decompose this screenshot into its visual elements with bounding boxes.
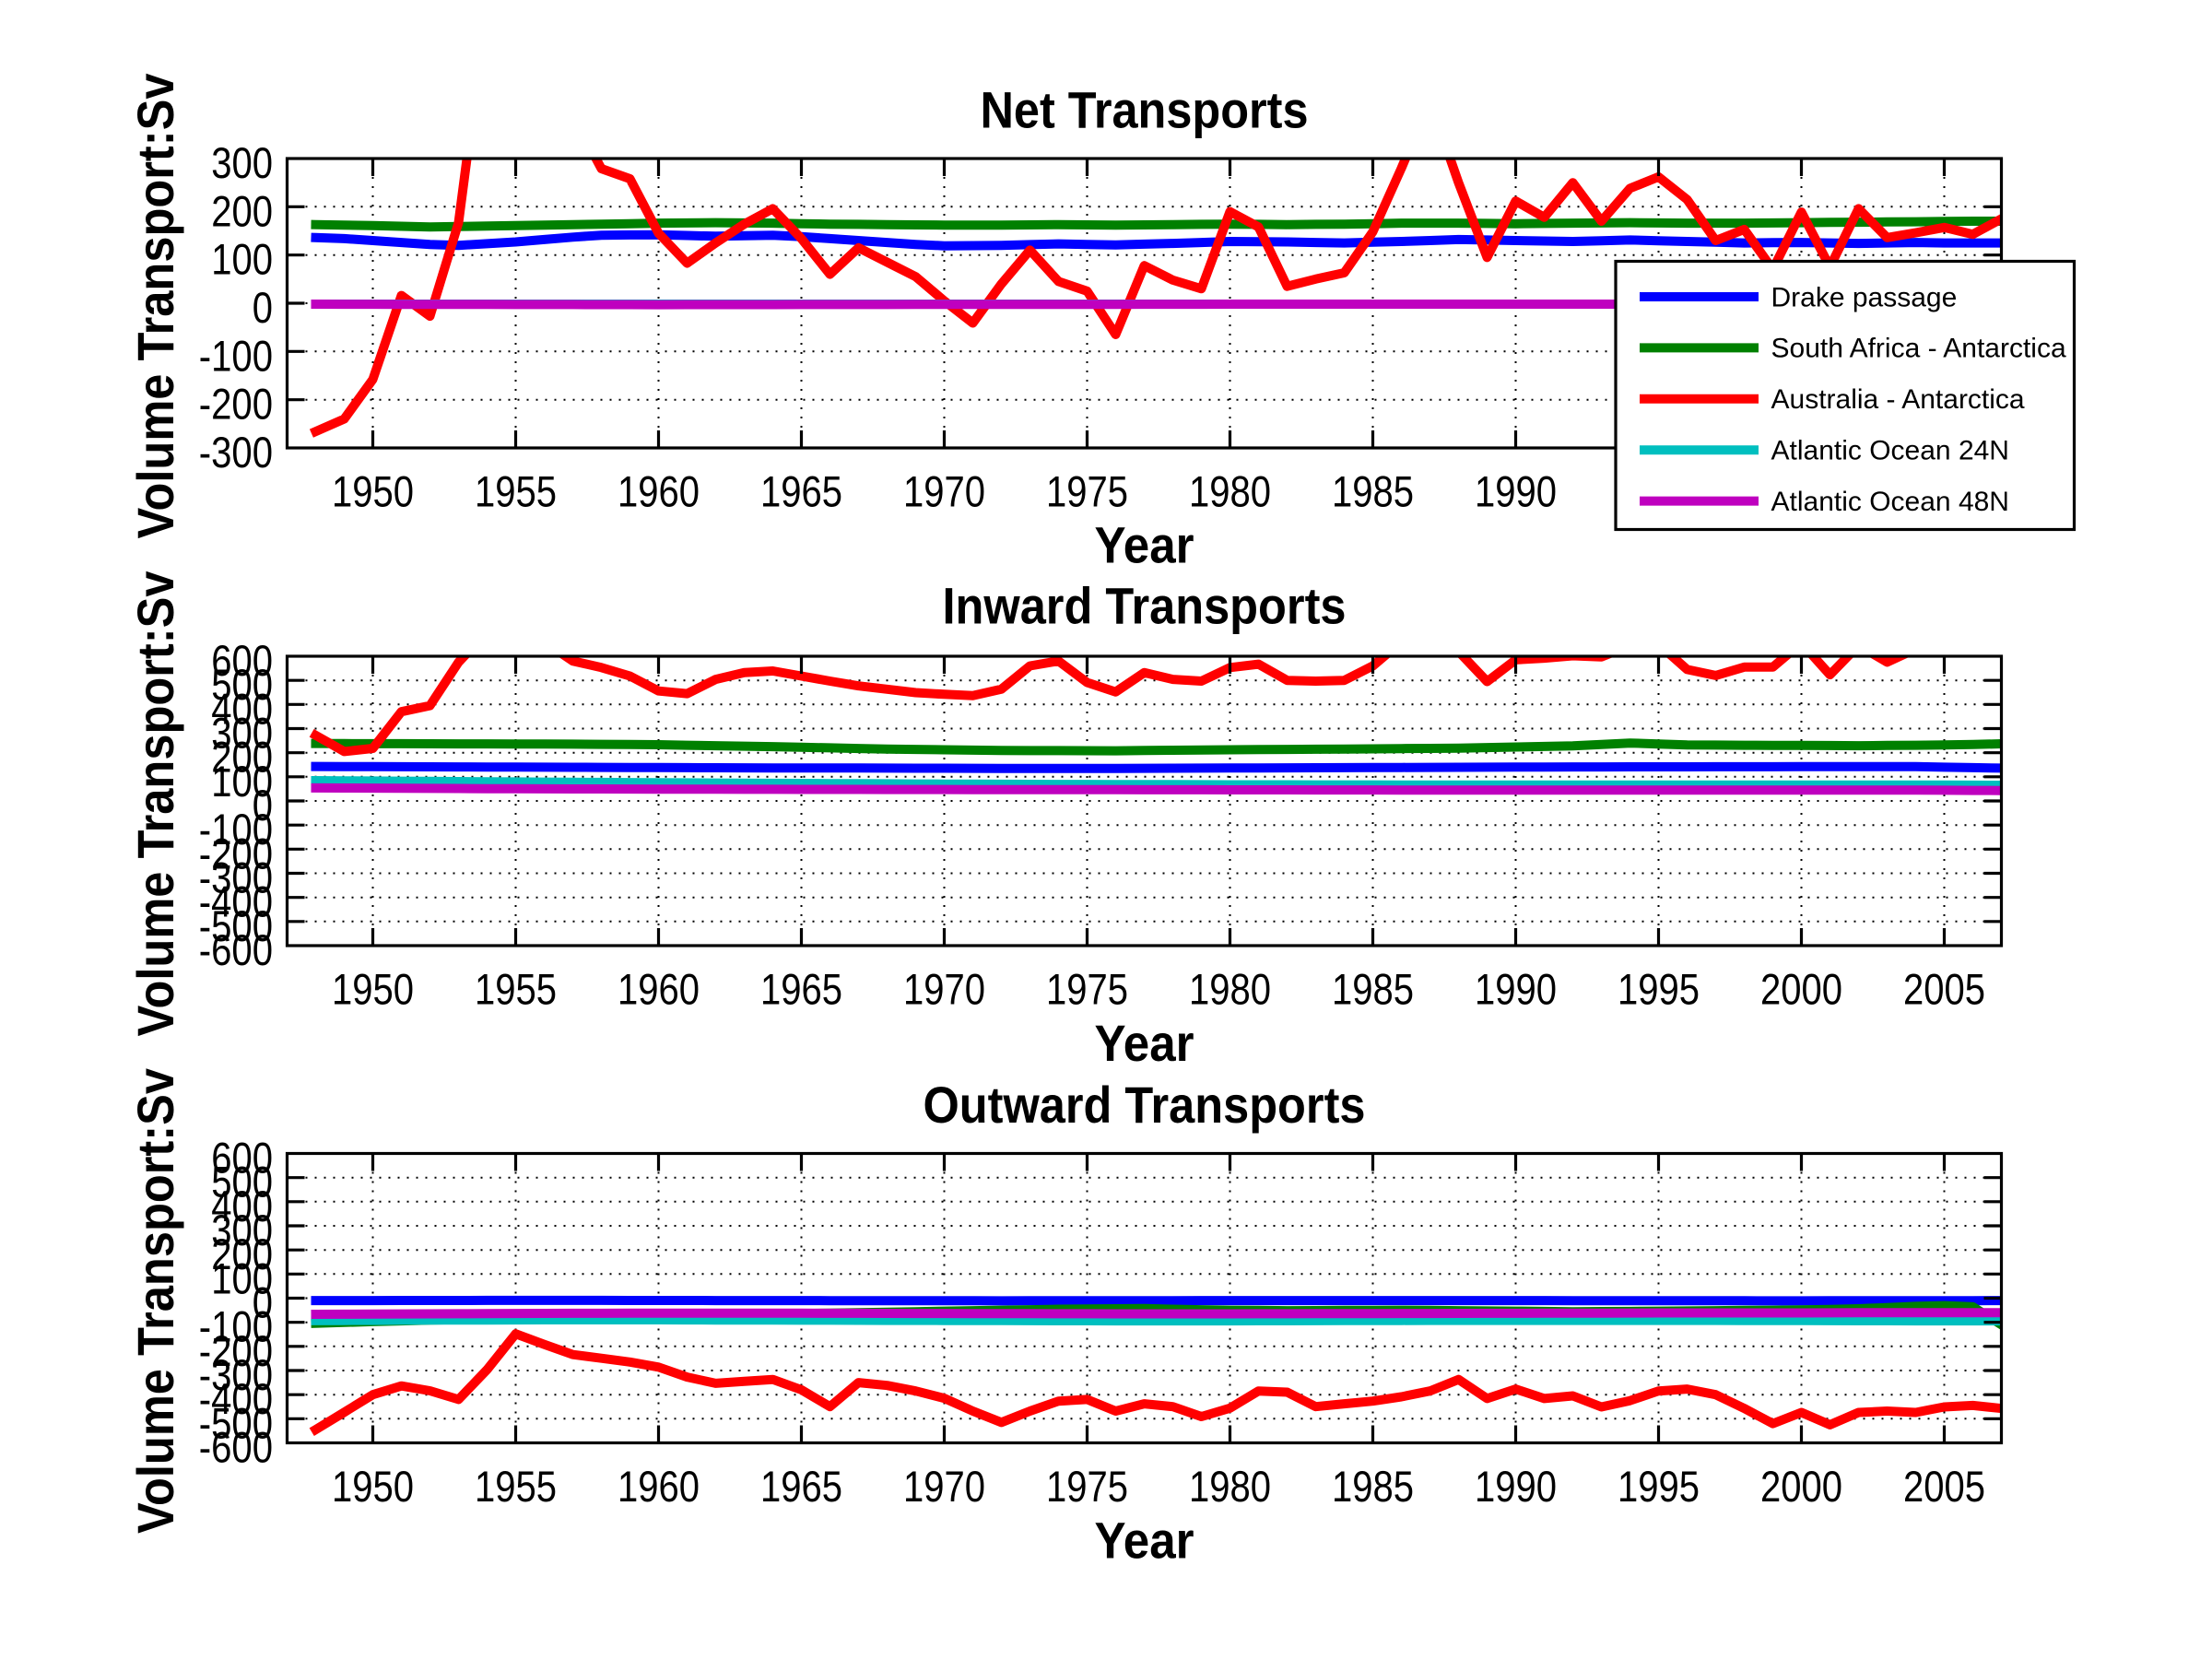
svg-text:Volume Transport:Sv: Volume Transport:Sv [126, 571, 184, 1037]
svg-text:1990: 1990 [1475, 965, 1557, 1014]
svg-text:1960: 1960 [618, 1462, 700, 1511]
svg-text:1990: 1990 [1475, 1462, 1557, 1511]
svg-text:100: 100 [211, 757, 273, 806]
svg-text:0: 0 [253, 283, 273, 332]
svg-text:1960: 1960 [618, 965, 700, 1014]
svg-text:-500: -500 [199, 901, 273, 950]
svg-text:200: 200 [211, 1230, 273, 1278]
svg-text:0: 0 [253, 1278, 273, 1327]
svg-text:1965: 1965 [760, 467, 842, 516]
svg-text:1980: 1980 [1189, 1462, 1271, 1511]
svg-text:Net Transports: Net Transports [981, 80, 1309, 138]
svg-text:1980: 1980 [1189, 965, 1271, 1014]
svg-text:-600: -600 [199, 925, 273, 974]
svg-text:Year: Year [1095, 1014, 1194, 1072]
svg-text:-200: -200 [199, 380, 273, 429]
svg-text:-300: -300 [199, 1350, 273, 1399]
svg-text:Year: Year [1095, 516, 1194, 574]
svg-text:1955: 1955 [475, 1462, 557, 1511]
svg-text:300: 300 [211, 1206, 273, 1254]
svg-text:-200: -200 [199, 1326, 273, 1375]
svg-text:1975: 1975 [1046, 467, 1128, 516]
svg-text:-100: -100 [199, 1302, 273, 1351]
svg-text:-400: -400 [199, 1374, 273, 1423]
svg-text:-500: -500 [199, 1398, 273, 1447]
svg-text:1975: 1975 [1046, 1462, 1128, 1511]
svg-text:200: 200 [211, 186, 273, 235]
svg-text:300: 300 [211, 138, 273, 187]
svg-text:Year: Year [1095, 1512, 1194, 1570]
svg-text:-100: -100 [199, 331, 273, 380]
svg-text:1985: 1985 [1332, 1462, 1414, 1511]
svg-text:600: 600 [211, 636, 273, 685]
svg-text:1970: 1970 [903, 467, 985, 516]
svg-text:Volume Transport:Sv: Volume Transport:Sv [126, 1068, 184, 1534]
svg-text:Atlantic Ocean 48N: Atlantic Ocean 48N [1771, 487, 2009, 517]
svg-text:1955: 1955 [475, 965, 557, 1014]
svg-text:200: 200 [211, 733, 273, 782]
svg-text:Volume Transport:Sv: Volume Transport:Sv [126, 74, 184, 539]
svg-text:Australia - Antarctica: Australia - Antarctica [1771, 384, 2025, 415]
svg-text:1950: 1950 [332, 965, 414, 1014]
svg-text:1995: 1995 [1618, 965, 1700, 1014]
svg-text:500: 500 [211, 1158, 273, 1206]
svg-text:1970: 1970 [903, 965, 985, 1014]
svg-text:-200: -200 [199, 829, 273, 877]
svg-text:-300: -300 [199, 853, 273, 902]
svg-text:400: 400 [211, 1182, 273, 1230]
svg-text:1985: 1985 [1332, 467, 1414, 516]
svg-text:-300: -300 [199, 428, 273, 477]
svg-text:100: 100 [211, 1253, 273, 1302]
svg-text:600: 600 [211, 1134, 273, 1182]
svg-text:2000: 2000 [1760, 1462, 1842, 1511]
svg-text:1955: 1955 [475, 467, 557, 516]
svg-text:Outward Transports: Outward Transports [924, 1076, 1366, 1134]
svg-text:1960: 1960 [618, 467, 700, 516]
svg-text:100: 100 [211, 235, 273, 284]
svg-text:1995: 1995 [1618, 1462, 1700, 1511]
svg-text:-600: -600 [199, 1423, 273, 1472]
svg-text:2005: 2005 [1903, 1462, 1985, 1511]
svg-text:Drake passage: Drake passage [1771, 282, 1958, 312]
svg-text:0: 0 [253, 781, 273, 830]
svg-text:-400: -400 [199, 877, 273, 926]
svg-text:2005: 2005 [1903, 965, 1985, 1014]
svg-text:1965: 1965 [760, 1462, 842, 1511]
svg-text:1950: 1950 [332, 1462, 414, 1511]
svg-text:400: 400 [211, 684, 273, 733]
svg-text:1965: 1965 [760, 965, 842, 1014]
svg-text:1950: 1950 [332, 467, 414, 516]
svg-text:500: 500 [211, 660, 273, 709]
svg-text:Atlantic Ocean 24N: Atlantic Ocean 24N [1771, 436, 2009, 466]
svg-text:South Africa - Antarctica: South Africa - Antarctica [1771, 334, 2066, 364]
svg-text:1975: 1975 [1046, 965, 1128, 1014]
svg-text:2000: 2000 [1760, 965, 1842, 1014]
svg-text:1990: 1990 [1475, 467, 1557, 516]
svg-text:Inward Transports: Inward Transports [943, 577, 1347, 635]
svg-text:1970: 1970 [903, 1462, 985, 1511]
svg-text:1985: 1985 [1332, 965, 1414, 1014]
svg-text:-100: -100 [199, 805, 273, 853]
svg-text:300: 300 [211, 709, 273, 758]
svg-text:1980: 1980 [1189, 467, 1271, 516]
